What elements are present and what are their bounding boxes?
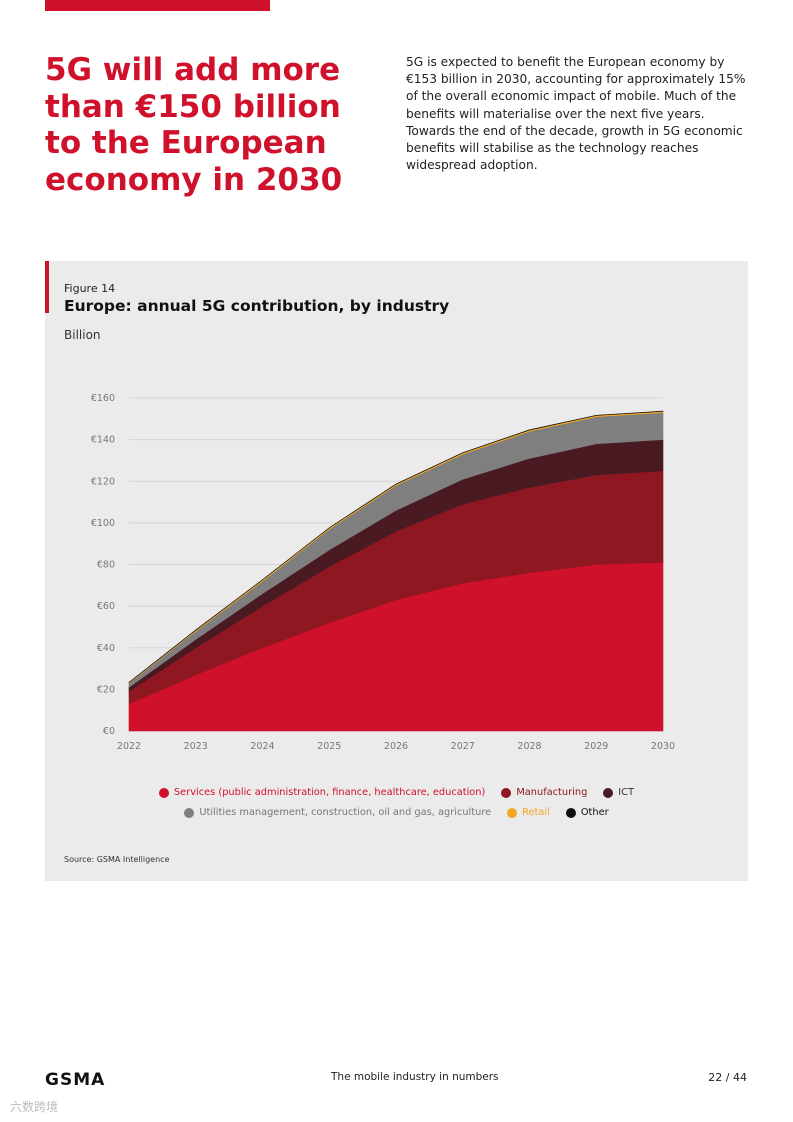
x-tick-label: 2027 (451, 741, 475, 752)
legend-swatch (501, 787, 512, 798)
units-label: Billion (64, 328, 101, 342)
legend-item: Manufacturing (501, 787, 587, 798)
watermark: 六数跨境 (10, 1100, 59, 1114)
x-tick-label: 2028 (517, 741, 541, 752)
panel-accent-bar (45, 261, 49, 313)
figure-label: Figure 14 (64, 282, 116, 295)
legend-item: Services (public administration, finance… (158, 787, 486, 798)
legend-swatch (603, 787, 614, 798)
y-tick-label: €0 (103, 726, 115, 737)
x-tick-label: 2029 (584, 741, 608, 752)
area-chart: €0 €20 €40 €60 €80 €100 €120 €140 €160 2022 2023 20… (91, 393, 675, 752)
x-tick-label: 2022 (117, 741, 141, 752)
y-tick-label: €80 (97, 560, 115, 571)
y-tick-label: €60 (97, 601, 115, 612)
page-headline: 5G will add more than €150 billion to th… (45, 52, 343, 198)
legend-item: Utilities management, construction, oil … (184, 807, 491, 818)
x-tick-label: 2024 (250, 741, 274, 752)
series-area-other (128, 410, 664, 684)
legend-row-1: Services (public administration, finance… (45, 787, 748, 798)
legend-item: Other (565, 807, 609, 818)
legend-item: Retail (507, 807, 550, 818)
x-tick-label: 2025 (317, 741, 341, 752)
x-tick-label: 2026 (384, 741, 408, 752)
legend-label: Services (public administration, finance… (173, 787, 486, 798)
legend-swatch (565, 807, 576, 818)
legend-swatch (184, 807, 195, 818)
legend-row-2: Utilities management, construction, oil … (45, 807, 748, 818)
source-note: Source: GSMA Intelligence (64, 855, 170, 864)
x-tick-label: 2023 (184, 741, 208, 752)
y-tick-label: €160 (91, 393, 115, 404)
legend-swatch (507, 807, 518, 818)
top-accent-bar (45, 0, 270, 11)
footer-title: The mobile industry in numbers (331, 1071, 499, 1083)
legend-item: ICT (603, 787, 634, 798)
legend-label: Manufacturing (516, 787, 588, 798)
legend-swatch (158, 787, 169, 798)
legend-label: Retail (522, 807, 550, 818)
legend-label: ICT (618, 787, 635, 798)
y-tick-label: €140 (91, 435, 115, 446)
figure-title: Europe: annual 5G contribution, by indus… (64, 297, 450, 315)
y-tick-label: €100 (91, 518, 115, 529)
legend-label: Utilities management, construction, oil … (199, 807, 492, 818)
legend-label: Other (580, 807, 609, 818)
x-tick-label: 2030 (651, 741, 675, 752)
y-tick-label: €120 (91, 476, 115, 487)
page-number: 22 / 44 (708, 1071, 747, 1084)
figure-panel: Figure 14 Europe: annual 5G contribution… (45, 261, 748, 881)
y-tick-label: €40 (97, 643, 115, 654)
y-tick-label: €20 (97, 684, 115, 695)
gsma-logo: GSMA (45, 1070, 106, 1090)
intro-paragraph: 5G is expected to benefit the European e… (406, 55, 746, 173)
